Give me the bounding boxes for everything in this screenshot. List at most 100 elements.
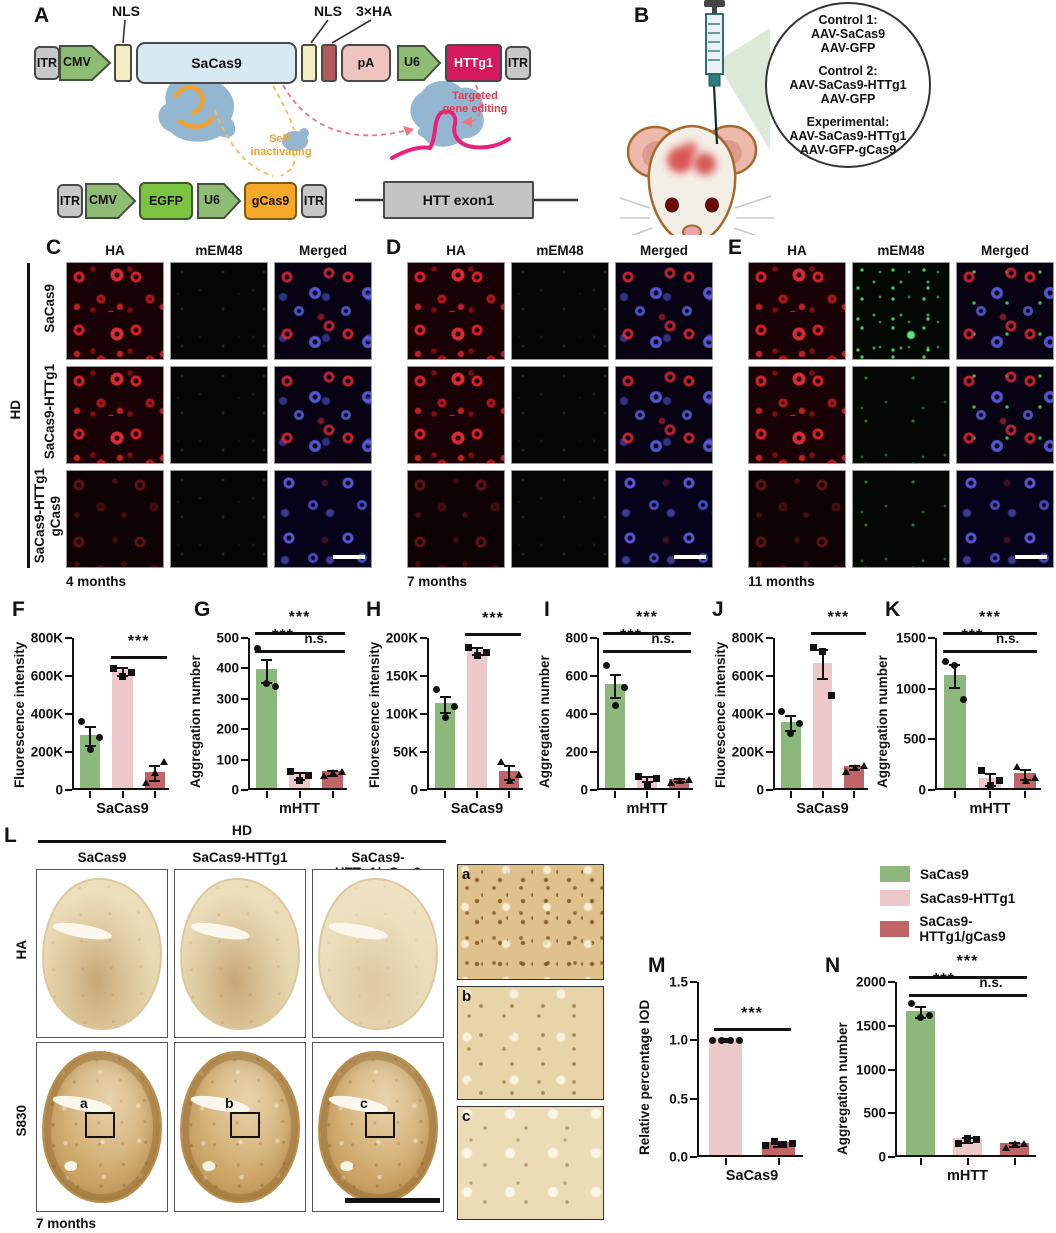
x-axis-label: SaCas9 xyxy=(796,801,849,817)
micrograph xyxy=(615,262,713,360)
col-header-ha: HA xyxy=(446,243,466,258)
error-bar xyxy=(953,664,956,689)
micrograph xyxy=(407,366,505,464)
error-bar xyxy=(89,727,92,747)
self-inactivating-arc xyxy=(214,109,274,177)
group-2-line2: AAV-GFP xyxy=(820,92,876,106)
y-axis-label: Fluorescence intensity xyxy=(12,641,27,788)
micrograph xyxy=(956,366,1054,464)
y-axis-label: Relative percentage IOD xyxy=(637,999,652,1155)
y-tick-label: 1.0 xyxy=(669,1032,688,1048)
brain-section-ha-1 xyxy=(36,869,168,1038)
significance-line xyxy=(978,650,1038,653)
itr-box: ITR xyxy=(34,46,60,80)
httg1-box: HTTg1 xyxy=(445,44,502,82)
panel-a: A NLS NLS 3×HA ITR xyxy=(30,0,620,235)
error-cap xyxy=(149,780,161,783)
fluorescent-patch-icon xyxy=(682,141,698,157)
y-tick xyxy=(241,697,248,700)
y-tick xyxy=(420,713,427,715)
syringe-plunger-icon xyxy=(704,0,725,7)
l-col-sacas9: SaCas9 xyxy=(77,850,127,865)
y-tick xyxy=(888,1024,895,1027)
significance-label: *** xyxy=(272,627,294,644)
x-axis-label: mHTT xyxy=(946,1168,989,1184)
panel-b-letter: B xyxy=(634,4,650,27)
data-point-square xyxy=(634,772,642,780)
ha-box xyxy=(321,44,337,82)
y-tick xyxy=(888,1156,895,1158)
group-2: Control 2: AAV-SaCas9-HTTg1 AAV-GFP xyxy=(767,64,929,106)
group-callout-circle: Control 1: AAV-SaCas9 AAV-GFP Control 2:… xyxy=(765,2,931,168)
row-label-sacas9-httg1-gcas9-line1: SaCas9-HTTg1 xyxy=(32,468,47,564)
x-tick xyxy=(331,790,334,798)
y-tick-label: 100 xyxy=(216,752,239,768)
error-bar xyxy=(646,776,648,782)
x-tick xyxy=(1013,1157,1016,1165)
error-cap xyxy=(773,1140,784,1143)
significance-label: *** xyxy=(482,610,504,627)
y-tick-label: 800K xyxy=(731,630,764,646)
data-point-square xyxy=(652,774,660,782)
row-label-sacas9-httg1: SaCas9-HTTg1 xyxy=(42,364,57,460)
bar-SaCas9-HTTg1 xyxy=(112,670,133,788)
data-point-square xyxy=(643,780,651,788)
group-1-title: Control 1: xyxy=(818,13,878,27)
data-point-circle xyxy=(620,684,628,692)
whisker-icon xyxy=(620,197,651,209)
l-month-label: 7 months xyxy=(36,1216,97,1231)
panel-c-letter: C xyxy=(46,236,62,259)
col-header-merged: Merged xyxy=(639,243,688,258)
data-point-triangle xyxy=(675,777,684,784)
data-point-square xyxy=(977,767,985,775)
u6-label: U6 xyxy=(404,55,420,69)
mouse-eye-icon xyxy=(665,197,679,213)
significance-line xyxy=(713,1028,791,1031)
y-tick xyxy=(65,713,72,715)
y-tick xyxy=(888,981,895,983)
y-tick-label: 800 xyxy=(565,630,588,646)
y-tick xyxy=(241,758,248,761)
legend-swatch-darkred xyxy=(880,921,910,937)
hd-header: HD xyxy=(231,822,253,838)
chart-letter-I: I xyxy=(544,598,550,621)
bar-SaCas9 xyxy=(80,734,101,788)
y-tick-label: 600 xyxy=(565,668,588,684)
scale-bar xyxy=(345,1198,440,1203)
data-point-circle xyxy=(778,707,786,715)
y-tick xyxy=(888,1112,895,1115)
micrograph xyxy=(274,262,372,360)
data-point-square xyxy=(986,781,994,789)
error-cap xyxy=(609,697,621,700)
y-tick-label: 200K xyxy=(385,630,418,646)
error-bar xyxy=(476,647,478,656)
y-tick-label: 1.5 xyxy=(669,974,688,990)
micrograph xyxy=(748,262,846,360)
nls-pointer-line xyxy=(310,19,329,44)
data-point-triangle xyxy=(1012,763,1021,771)
y-tick-label: 200K xyxy=(30,744,63,760)
error-cap xyxy=(439,695,451,698)
group-1-line1: AAV-SaCas9 xyxy=(810,27,886,41)
chart-letter-H: H xyxy=(366,598,382,621)
micrograph xyxy=(748,366,846,464)
y-tick xyxy=(241,667,248,670)
y-tick-label: 500 xyxy=(863,1105,886,1121)
y-tick xyxy=(766,675,773,677)
y-tick-label: 800K xyxy=(30,630,63,646)
roi-label-a: a xyxy=(80,1095,88,1111)
error-cap xyxy=(439,712,451,715)
micrograph xyxy=(66,366,164,464)
group-3: Experimental: AAV-SaCas9-HTTg1 AAV-GFP-g… xyxy=(767,115,929,157)
month-label-7: 7 months xyxy=(407,574,468,589)
micrograph xyxy=(170,366,268,464)
col-header-merged: Merged xyxy=(298,243,347,258)
y-tick-label: 0 xyxy=(231,782,239,798)
error-bar xyxy=(821,650,824,679)
error-cap xyxy=(641,775,653,778)
syringe-collar-icon xyxy=(708,73,721,87)
significance-line xyxy=(254,632,345,635)
error-bar xyxy=(614,674,616,699)
bar-SaCas9 xyxy=(435,702,455,788)
significance-label: n.s. xyxy=(996,631,1020,646)
